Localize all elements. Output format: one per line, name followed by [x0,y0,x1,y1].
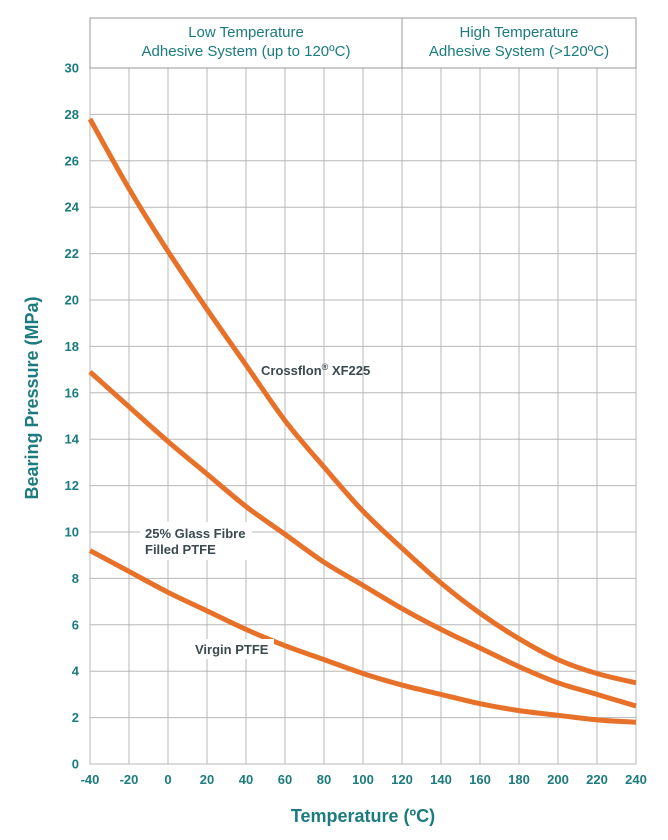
y-tick-label: 30 [65,61,79,76]
x-tick-label: 180 [508,772,530,787]
glass-fibre-label-line1: 25% Glass Fibre [145,526,245,541]
x-tick-label: 20 [200,772,214,787]
region-title-line2: Adhesive System (>120ºC) [429,43,609,60]
y-tick-label: 28 [65,107,79,122]
x-tick-label: 160 [469,772,491,787]
x-tick-label: 100 [352,772,374,787]
y-tick-label: 4 [72,664,80,679]
y-tick-label: 2 [72,710,79,725]
x-tick-label: 60 [278,772,292,787]
y-tick-label: 10 [65,525,79,540]
y-tick-label: 8 [72,571,79,586]
temperature-region-header: Low Temperature Adhesive System (up to 12… [89,17,637,69]
y-tick-label: 18 [65,339,79,354]
y-tick-label: 12 [65,478,79,493]
y-axis-title: Bearing Pressure (MPa) [22,296,42,499]
y-tick-label: 6 [72,617,79,632]
glass-fibre-ptfe-curve [88,370,637,709]
x-tick-label: -20 [120,772,139,787]
x-tick-label: 80 [317,772,331,787]
x-tick-label: -40 [81,772,100,787]
y-tick-label: 20 [65,293,79,308]
x-tick-label: 240 [625,772,647,787]
virgin-ptfe-curve [88,548,637,725]
tick-labels: -40 -20 0 20 40 60 80 100 120 140 160 180 200 220 2400… [65,61,647,788]
region-title-line2: Adhesive System (up to 120ºC) [142,43,351,60]
x-axis-title: Temperature (ºC) [291,806,435,826]
x-tick-label: 0 [164,772,171,787]
virgin-ptfe-label: Virgin PTFE [195,642,269,657]
crossflon-label: Crossflon® XF225 [261,362,370,378]
header-box [89,17,637,69]
series-layer [87,117,637,725]
y-tick-label: 16 [65,385,79,400]
y-tick-label: 24 [65,200,80,215]
glass-fibre-label-line2: Filled PTFE [145,542,216,557]
y-tick-label: 22 [65,246,79,261]
x-tick-label: 40 [239,772,253,787]
grid-layer [89,17,637,765]
x-tick-label: 200 [547,772,569,787]
x-tick-label: 220 [586,772,608,787]
region-title-line1: High Temperature [460,24,579,41]
crossflon-xf225-curve [87,117,637,686]
y-tick-label: 14 [65,432,80,447]
y-tick-label: 26 [65,153,79,168]
region-title-line1: Low Temperature [188,24,304,41]
label-backing [190,639,274,659]
x-tick-label: 140 [430,772,452,787]
label-backing [140,522,252,560]
x-tick-label: 120 [391,772,413,787]
y-tick-label: 0 [72,757,79,772]
